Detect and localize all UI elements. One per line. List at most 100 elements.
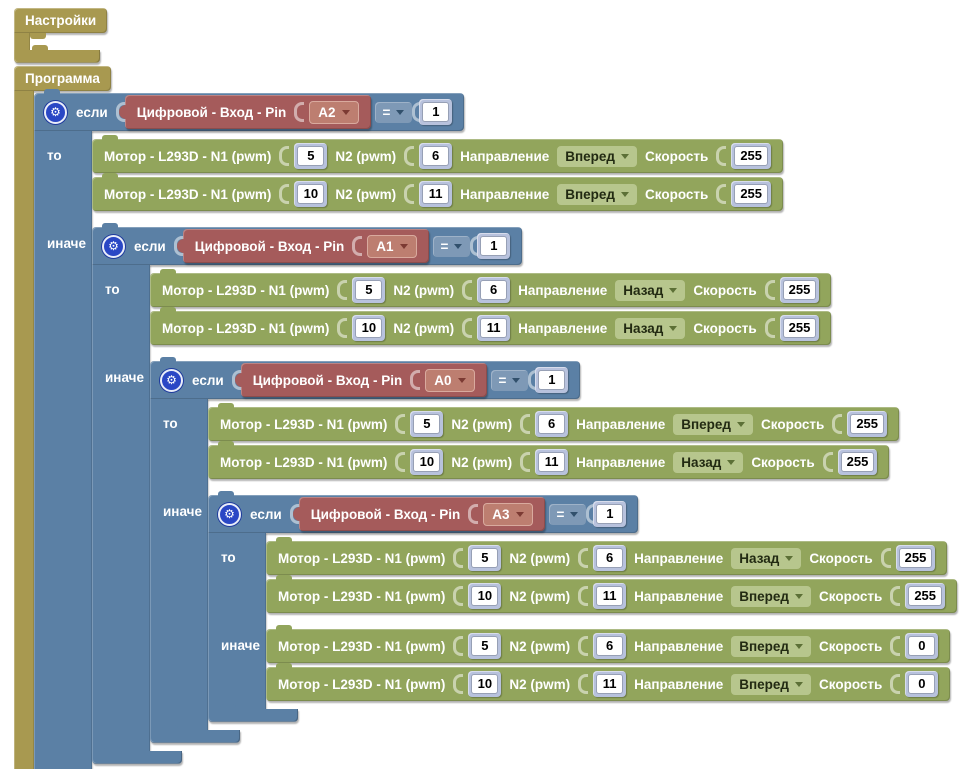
settings-block[interactable]: Настройки <box>14 8 973 63</box>
motor-speed-value[interactable]: 255 <box>895 545 936 571</box>
motor-n2-value[interactable]: 11 <box>593 583 627 609</box>
motor-n2-value[interactable]: 6 <box>535 411 569 437</box>
motor-n1-value[interactable]: 5 <box>294 143 328 169</box>
motor-block[interactable]: Мотор - L293D - N1 (pwm) 5 N2 (pwm) 6 На… <box>150 269 832 307</box>
motor-n2-value[interactable]: 11 <box>593 671 627 697</box>
motor-block[interactable]: Мотор - L293D - N1 (pwm) 10 N2 (pwm) 11 … <box>150 307 832 345</box>
dropdown-arrow-icon <box>512 377 521 383</box>
operator-dropdown[interactable]: = <box>432 235 471 257</box>
motor-block[interactable]: Мотор - L293D - N1 (pwm) 10 N2 (pwm) 11 … <box>208 441 890 479</box>
mutator-gear-icon[interactable]: ⚙ <box>160 368 183 392</box>
dropdown-arrow-icon <box>669 325 678 331</box>
direction-dropdown[interactable]: Вперед <box>731 585 812 607</box>
direction-dropdown[interactable]: Назад <box>615 279 686 301</box>
motor-n1-value[interactable]: 5 <box>410 411 444 437</box>
value-socket <box>578 548 589 568</box>
motor-n2-value[interactable]: 6 <box>419 143 453 169</box>
direction-dropdown[interactable]: Вперед <box>673 413 754 435</box>
pin-dropdown[interactable]: A1 <box>367 234 417 258</box>
motor-block[interactable]: Мотор - L293D - N1 (pwm) 5 N2 (pwm) 6 На… <box>92 135 784 173</box>
digital-input-label: Цифровой - Вход - Pin <box>310 506 461 522</box>
mutator-gear-icon[interactable]: ⚙ <box>102 234 125 258</box>
condition-socket <box>289 504 300 524</box>
direction-dropdown[interactable]: Назад <box>673 451 744 473</box>
direction-dropdown[interactable]: Вперед <box>731 635 812 657</box>
motor-speed-value[interactable]: 255 <box>847 411 888 437</box>
operator-dropdown[interactable]: = <box>548 503 587 525</box>
motor-n2-value[interactable]: 11 <box>535 449 569 475</box>
else-label: иначе <box>47 236 86 251</box>
digital-input-block[interactable]: Цифровой - Вход - Pin A1 <box>176 229 429 263</box>
compare-value[interactable]: 1 <box>593 501 627 527</box>
pin-dropdown[interactable]: A3 <box>483 502 533 526</box>
if-block-3-footer <box>150 725 240 743</box>
if-block-1-header[interactable]: ⚙ если Цифровой - Вход - Pin A2 = 1 <box>34 89 465 131</box>
if-block-2-header[interactable]: ⚙ если Цифровой - Вход - Pin A1 <box>92 223 523 265</box>
motor-block[interactable]: Мотор - L293D - N1 (pwm) 10 N2 (pwm) 1 <box>266 663 951 701</box>
if-block-2-footer <box>92 746 182 764</box>
motor-n1-value[interactable]: 10 <box>352 315 386 341</box>
motor-n2-value[interactable]: 6 <box>593 633 627 659</box>
direction-dropdown[interactable]: Вперед <box>557 145 638 167</box>
operator-dropdown[interactable]: = <box>374 101 413 123</box>
motor-n1-value[interactable]: 5 <box>352 277 386 303</box>
digital-input-block[interactable]: Цифровой - Вход - Pin A0 <box>234 363 487 397</box>
compare-value[interactable]: 1 <box>535 367 569 393</box>
value-socket <box>462 318 473 338</box>
compare-value[interactable]: 1 <box>419 99 453 125</box>
direction-label: Направление <box>634 588 724 604</box>
motor-speed-value[interactable]: 255 <box>905 583 946 609</box>
program-block-header[interactable]: Программа <box>14 66 111 91</box>
if-block-1[interactable]: ⚙ если Цифровой - Вход - Pin A2 = 1 <box>34 89 958 769</box>
motor-n2-value[interactable]: 11 <box>477 315 511 341</box>
motor-n1-label: Мотор - L293D - N1 (pwm) <box>220 454 388 470</box>
motor-n2-value[interactable]: 6 <box>593 545 627 571</box>
mutator-gear-icon[interactable]: ⚙ <box>218 502 241 526</box>
pin-dropdown[interactable]: A2 <box>309 100 359 124</box>
motor-n1-label: Мотор - L293D - N1 (pwm) <box>104 148 272 164</box>
if-block-4-header[interactable]: ⚙ если Цифровой - Вход - Pin <box>208 491 639 533</box>
direction-label: Направление <box>460 148 550 164</box>
motor-speed-value[interactable]: 0 <box>905 671 939 697</box>
operator-dropdown[interactable]: = <box>490 369 529 391</box>
pin-dropdown[interactable]: A0 <box>425 368 475 392</box>
motor-n1-value[interactable]: 10 <box>468 671 502 697</box>
motor-block[interactable]: Мотор - L293D - N1 (pwm) 5 N2 (pwm) 6 <box>266 625 951 663</box>
direction-dropdown[interactable]: Назад <box>615 317 686 339</box>
motor-block[interactable]: Мотор - L293D - N1 (pwm) 5 N2 (pwm) 6 <box>266 537 948 575</box>
motor-n1-value[interactable]: 10 <box>294 181 328 207</box>
motor-n1-value[interactable]: 10 <box>468 583 502 609</box>
direction-dropdown[interactable]: Назад <box>731 547 802 569</box>
motor-n2-value[interactable]: 11 <box>419 181 453 207</box>
settings-block-header[interactable]: Настройки <box>14 8 108 33</box>
motor-speed-value[interactable]: 255 <box>779 277 820 303</box>
motor-speed-value[interactable]: 255 <box>837 449 878 475</box>
compare-value[interactable]: 1 <box>477 233 511 259</box>
motor-n2-value[interactable]: 6 <box>477 277 511 303</box>
digital-input-block[interactable]: Цифровой - Вход - Pin A2 <box>118 95 371 129</box>
direction-dropdown[interactable]: Вперед <box>557 183 638 205</box>
digital-input-block[interactable]: Цифровой - Вход - Pin A3 <box>292 497 545 531</box>
then-label: то <box>221 550 236 565</box>
if-block-4[interactable]: ⚙ если Цифровой - Вход - Pin <box>208 491 958 722</box>
motor-block[interactable]: Мотор - L293D - N1 (pwm) 5 N2 (pwm) 6 На… <box>208 403 900 441</box>
else-label: иначе <box>221 638 260 653</box>
program-block[interactable]: Программа ⚙ если Цифровой - Вход - Pin A… <box>14 66 973 769</box>
motor-n1-value[interactable]: 5 <box>468 545 502 571</box>
motor-n1-value[interactable]: 10 <box>410 449 444 475</box>
motor-speed-value[interactable]: 255 <box>779 315 820 341</box>
motor-n1-label: Мотор - L293D - N1 (pwm) <box>162 320 330 336</box>
motor-speed-value[interactable]: 0 <box>905 633 939 659</box>
if-block-2[interactable]: ⚙ если Цифровой - Вход - Pin A1 <box>92 223 958 764</box>
value-socket <box>520 414 531 434</box>
motor-speed-value[interactable]: 255 <box>731 143 772 169</box>
mutator-gear-icon[interactable]: ⚙ <box>44 100 67 124</box>
motor-block[interactable]: Мотор - L293D - N1 (pwm) 10 N2 (pwm) 11 … <box>92 173 784 211</box>
motor-block[interactable]: Мотор - L293D - N1 (pwm) 10 N2 (pwm) 1 <box>266 575 958 613</box>
motor-speed-value[interactable]: 255 <box>731 181 772 207</box>
direction-dropdown[interactable]: Вперед <box>731 673 812 695</box>
if-block-3-header[interactable]: ⚙ если Цифровой - Вход - Pin A0 <box>150 357 581 399</box>
if-block-3[interactable]: ⚙ если Цифровой - Вход - Pin A0 <box>150 357 958 743</box>
motor-n1-value[interactable]: 5 <box>468 633 502 659</box>
else-branch-1: иначе ⚙ если Цифровой - Вход - Pin <box>47 219 958 769</box>
